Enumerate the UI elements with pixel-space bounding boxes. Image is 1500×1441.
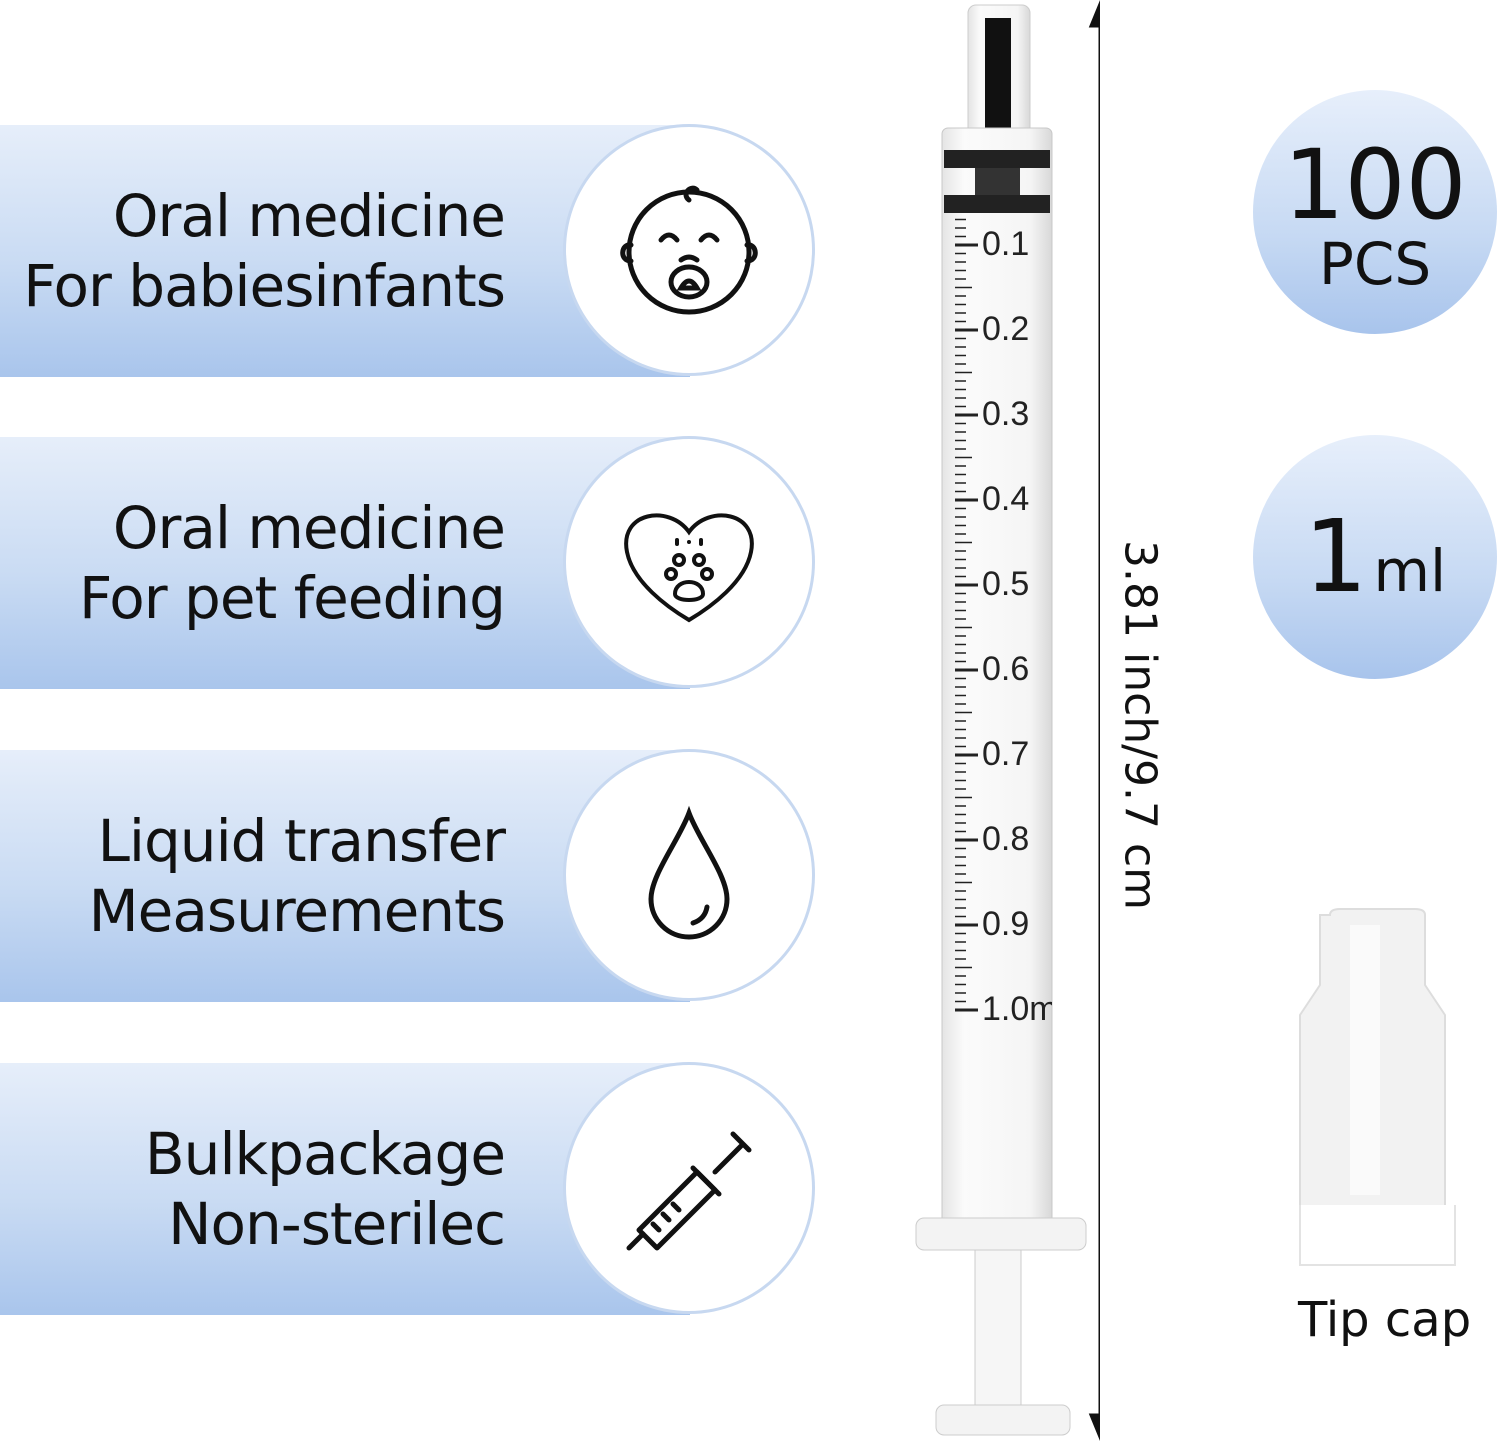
- tip-cap-illustration: [1299, 908, 1456, 1266]
- graduation-label: 1.0ml: [982, 990, 1052, 1028]
- graduation-label: 0.7: [982, 735, 1030, 773]
- icon-circle: [566, 127, 812, 373]
- graduation-label: 0.5: [982, 565, 1030, 603]
- feature-subtitle: For pet feeding: [78, 564, 506, 632]
- plunger-thumb-press: [935, 1404, 1071, 1436]
- tip-cap-label: Tip cap: [1298, 1292, 1472, 1348]
- feature-title: Oral medicine: [112, 182, 506, 250]
- pet-paw-heart-icon: [624, 513, 754, 623]
- baby-face-icon: [620, 185, 758, 315]
- capacity-badge: 1 ml: [1253, 435, 1497, 679]
- feature-title: Liquid transfer: [97, 807, 506, 875]
- graduation-label: 0.8: [982, 820, 1030, 858]
- graduation-label: 0.6: [982, 650, 1030, 688]
- quantity-number: 100: [1283, 129, 1467, 241]
- capacity-number: 1: [1303, 498, 1368, 615]
- graduation-label: 0.2: [982, 310, 1030, 348]
- dimension-line: [1088, 0, 1100, 1441]
- graduation-label: 0.4: [982, 480, 1030, 518]
- feature-title: Oral medicine: [112, 494, 506, 562]
- length-dimension-label: 3.81 inch/9.7 cm: [1114, 540, 1166, 910]
- syringe-illustration: [915, 0, 1100, 1441]
- feature-subtitle: For babiesinfants: [23, 252, 506, 320]
- graduation-label: 0.9: [982, 905, 1030, 943]
- graduation-label: 0.1: [982, 225, 1030, 263]
- plunger-seal: [944, 150, 1050, 213]
- feature-subtitle: Non-sterilec: [168, 1190, 506, 1258]
- icon-circle: [566, 1065, 812, 1311]
- barrel-flange: [915, 1217, 1087, 1251]
- plunger-rod: [974, 1249, 1022, 1411]
- quantity-unit: PCS: [1318, 230, 1432, 298]
- water-drop-icon: [648, 805, 730, 940]
- syringe-tip: [967, 4, 1031, 136]
- icon-circle: [566, 752, 812, 998]
- icon-circle: [566, 439, 812, 685]
- capacity-unit: ml: [1373, 537, 1447, 605]
- feature-subtitle: Measurements: [88, 877, 506, 945]
- quantity-badge: 100 PCS: [1253, 90, 1497, 334]
- syringe-icon: [626, 1131, 752, 1251]
- feature-title: Bulkpackage: [144, 1120, 506, 1188]
- graduation-label: 0.3: [982, 395, 1030, 433]
- graduation-scale: [955, 218, 978, 1012]
